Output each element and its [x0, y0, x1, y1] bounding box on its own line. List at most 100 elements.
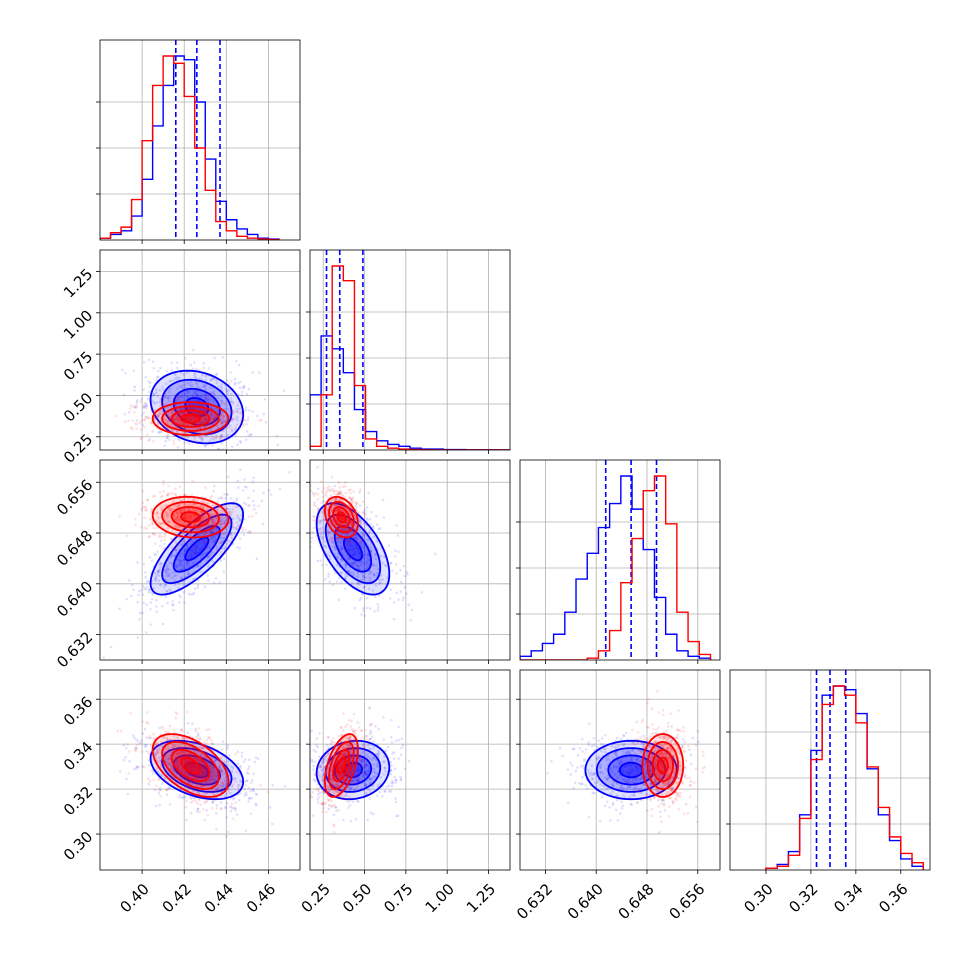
- sample-point: [220, 551, 223, 554]
- sample-point: [256, 415, 259, 418]
- sample-point: [210, 398, 213, 401]
- sample-point: [238, 401, 241, 404]
- sample-point: [158, 727, 161, 730]
- sample-point: [224, 451, 227, 454]
- sample-point: [141, 414, 144, 417]
- sample-point: [123, 759, 126, 762]
- sample-point: [178, 796, 181, 799]
- sample-point: [231, 784, 234, 787]
- sample-point: [319, 520, 322, 523]
- sample-point: [239, 792, 242, 795]
- sample-point: [329, 580, 332, 583]
- sample-point: [390, 764, 393, 767]
- sample-point: [203, 819, 206, 822]
- sample-point: [400, 753, 403, 756]
- sample-point: [258, 419, 261, 422]
- sample-point: [364, 509, 367, 512]
- sample-point: [215, 828, 218, 831]
- sample-point: [220, 438, 223, 441]
- sample-point: [214, 544, 217, 547]
- sample-point: [179, 794, 182, 797]
- sample-point: [356, 539, 359, 542]
- sample-point: [164, 539, 167, 542]
- sample-point: [327, 575, 330, 578]
- sample-point: [249, 530, 252, 533]
- sample-point: [322, 508, 325, 511]
- sample-point: [239, 468, 242, 471]
- sample-point: [394, 781, 397, 784]
- sample-point: [230, 806, 233, 809]
- sample-point: [166, 793, 169, 796]
- sample-point: [138, 422, 141, 425]
- sample-point: [168, 438, 171, 441]
- sample-point: [230, 410, 233, 413]
- sample-point: [143, 517, 146, 520]
- sample-point: [207, 814, 210, 817]
- sample-point: [326, 487, 329, 490]
- sample-point: [159, 491, 162, 494]
- sample-point: [231, 508, 234, 511]
- sample-point: [244, 528, 247, 531]
- sample-point: [149, 780, 152, 783]
- sample-point: [133, 748, 136, 751]
- sample-point: [245, 486, 248, 489]
- sample-point: [245, 503, 248, 506]
- sample-point: [231, 419, 234, 422]
- y-tick-label: 1.00: [60, 306, 96, 342]
- sample-point: [152, 360, 155, 363]
- sample-point: [165, 440, 168, 443]
- sample-point: [234, 809, 237, 812]
- sample-point: [161, 605, 164, 608]
- sample-point: [136, 601, 139, 604]
- sample-point: [397, 534, 400, 537]
- sample-point: [242, 387, 245, 390]
- sample-point: [333, 485, 336, 488]
- histogram-series-0: [310, 336, 510, 450]
- sample-point: [218, 581, 221, 584]
- sample-point: [267, 790, 270, 793]
- sample-point: [377, 609, 380, 612]
- sample-point: [284, 785, 287, 788]
- sample-point: [255, 756, 258, 759]
- sample-point: [301, 528, 304, 531]
- sample-point: [302, 476, 305, 479]
- sample-point: [282, 494, 285, 497]
- sample-point: [211, 436, 214, 439]
- sample-point: [127, 793, 130, 796]
- sample-point: [163, 535, 166, 538]
- sample-point: [207, 537, 210, 540]
- sample-point: [434, 552, 437, 555]
- sample-point: [129, 407, 132, 410]
- sample-point: [234, 807, 237, 810]
- sample-point: [216, 807, 219, 810]
- sample-point: [400, 738, 403, 741]
- sample-point: [124, 413, 127, 416]
- sample-point: [223, 532, 226, 535]
- sample-point: [158, 789, 161, 792]
- sample-point: [222, 474, 225, 477]
- sample-point: [317, 493, 320, 496]
- sample-point: [359, 522, 362, 525]
- sample-point: [141, 424, 144, 427]
- sample-point: [165, 392, 168, 395]
- sample-point: [156, 610, 159, 613]
- sample-point: [362, 533, 365, 536]
- sample-point: [228, 382, 231, 385]
- sample-point: [393, 757, 396, 760]
- sample-point: [294, 517, 297, 520]
- sample-point: [288, 471, 291, 474]
- grid: [100, 40, 300, 240]
- sample-point: [185, 806, 188, 809]
- sample-point: [158, 804, 161, 807]
- sample-point: [115, 415, 118, 418]
- sample-point: [166, 434, 169, 437]
- sample-point: [191, 722, 194, 725]
- sample-point: [191, 553, 194, 556]
- sample-point: [241, 391, 244, 394]
- sample-point: [146, 499, 149, 502]
- sample-point: [335, 810, 338, 813]
- sample-point: [237, 751, 240, 754]
- sample-point: [140, 742, 143, 745]
